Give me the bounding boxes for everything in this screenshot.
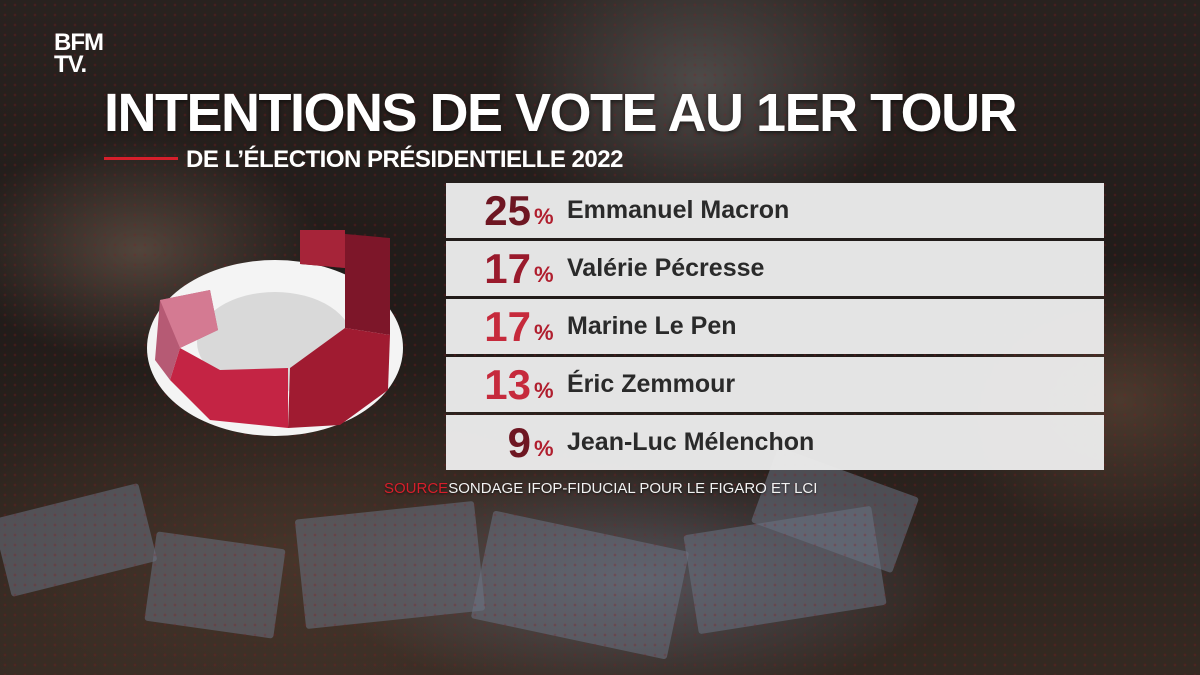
channel-logo: BFM TV.	[54, 29, 104, 78]
percent-cell: 17%	[446, 299, 561, 354]
source-label: SOURCE	[384, 480, 449, 497]
candidate-name: Emmanuel Macron	[567, 196, 790, 224]
source-note: SOURCESONDAGE IFOP-FIDUCIAL POUR LE FIGA…	[384, 480, 817, 497]
percent-value: 9	[507, 419, 531, 466]
results-table: 25% Emmanuel Macron 17% Valérie Pécresse 17%…	[446, 183, 1104, 473]
percent-sign: %	[534, 262, 554, 287]
table-row: 17% Marine Le Pen	[446, 299, 1104, 354]
percent-value: 13	[484, 361, 531, 408]
table-row: 9% Jean-Luc Mélenchon	[446, 415, 1104, 470]
donut-segment-4-top	[160, 290, 218, 348]
percent-sign: %	[534, 436, 554, 461]
percent-value: 17	[484, 303, 531, 350]
channel-logo-line1: BFM	[54, 29, 104, 56]
percent-cell: 25%	[446, 183, 561, 238]
candidate-name: Valérie Pécresse	[567, 254, 765, 282]
percent-sign: %	[534, 378, 554, 403]
percent-sign: %	[534, 320, 554, 345]
candidate-name: Marine Le Pen	[567, 312, 737, 340]
percent-cell: 9%	[446, 415, 561, 470]
percent-value: 17	[484, 245, 531, 292]
channel-logo-line2: TV.	[54, 51, 87, 78]
percent-sign: %	[534, 204, 554, 229]
subtitle-accent-line	[104, 157, 178, 160]
table-row: 13% Éric Zemmour	[446, 357, 1104, 412]
donut-segment-3	[170, 348, 288, 428]
candidate-name: Jean-Luc Mélenchon	[567, 428, 815, 456]
percent-cell: 13%	[446, 357, 561, 412]
percent-value: 25	[484, 187, 531, 234]
percent-cell: 17%	[446, 241, 561, 296]
chart-title: INTENTIONS DE VOTE AU 1ER TOUR	[104, 83, 1018, 143]
source-text: SONDAGE IFOP-FIDUCIAL POUR LE FIGARO ET …	[448, 480, 818, 497]
donut-segment-2	[288, 328, 390, 428]
table-row: 25% Emmanuel Macron	[446, 183, 1104, 238]
donut-chart-icon	[147, 230, 403, 436]
chart-subtitle: DE L’ÉLECTION PRÉSIDENTIELLE 2022	[186, 146, 623, 173]
table-row: 17% Valérie Pécresse	[446, 241, 1104, 296]
candidate-name: Éric Zemmour	[567, 370, 736, 398]
donut-segment-1-top	[300, 230, 345, 268]
